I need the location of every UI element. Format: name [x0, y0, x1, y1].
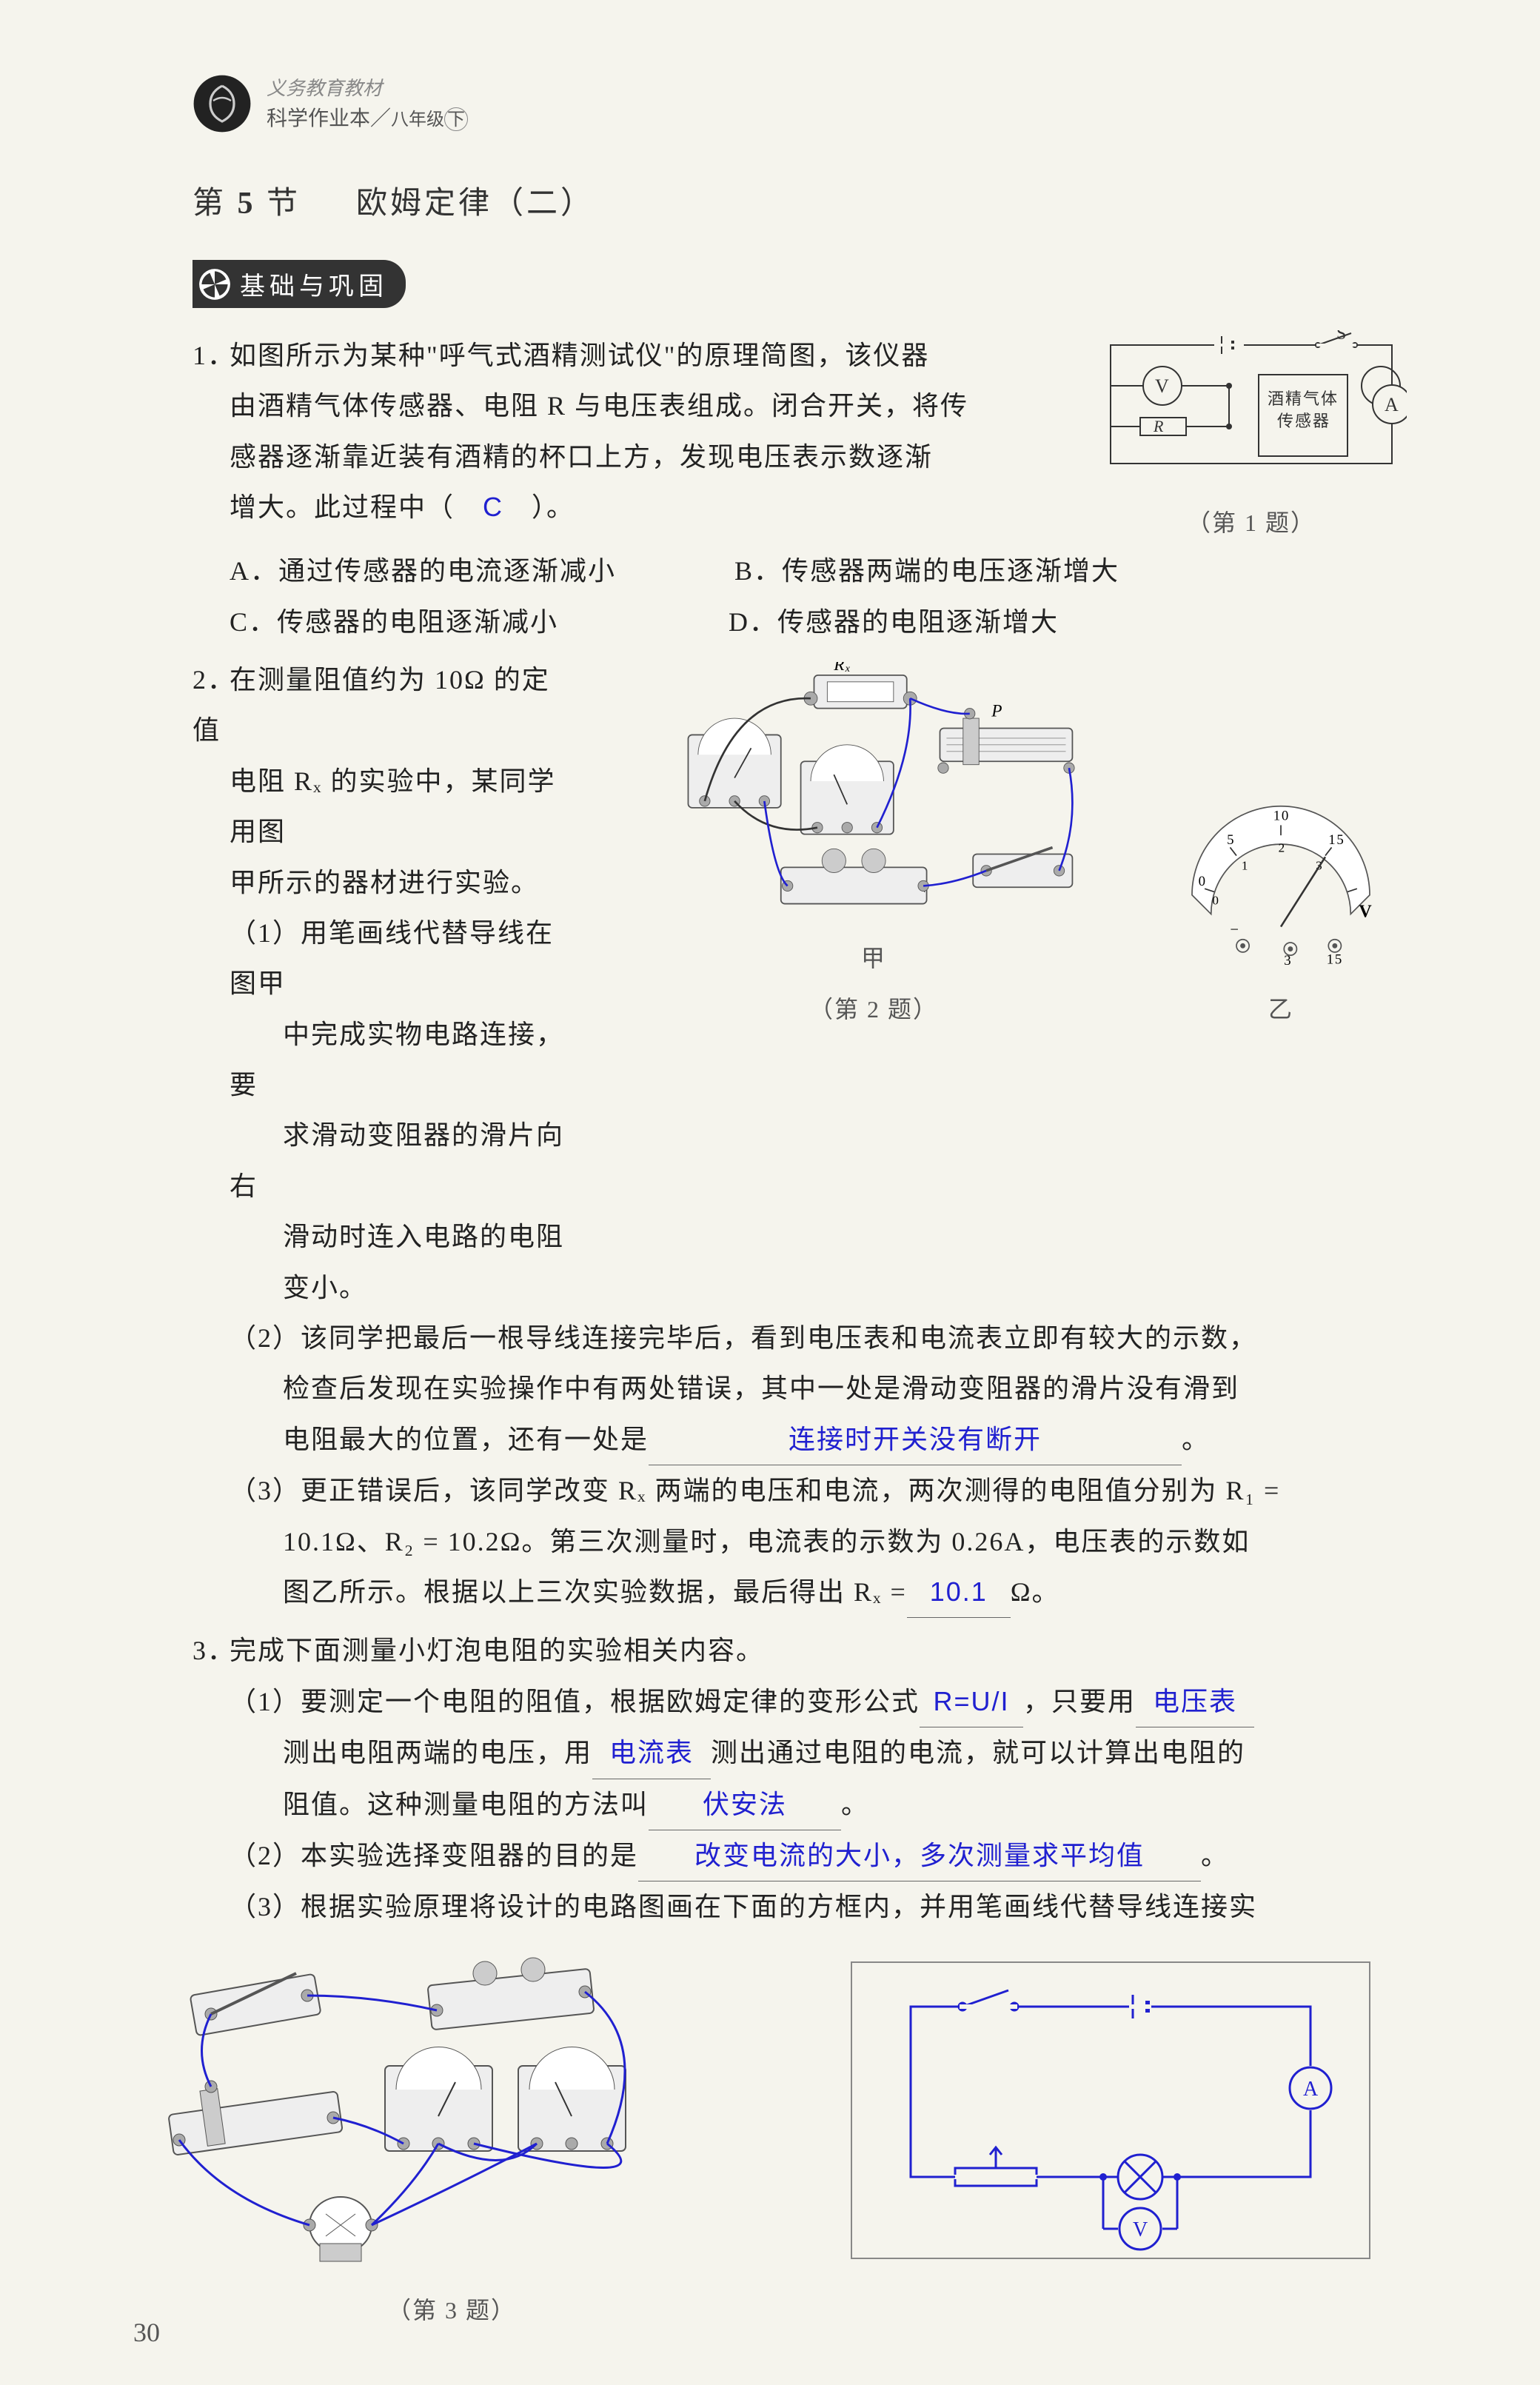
svg-text:0: 0 — [1212, 893, 1219, 907]
circuit-diagram-q1: S V R 酒精气体 传感器 — [1096, 330, 1407, 478]
q3-figures: （第 3 题） — [148, 1955, 1407, 2333]
q2-voltmeter-dial: 0 5 10 15 0 1 2 3 — [1155, 787, 1407, 965]
q2-p3-answer: 10.1 — [930, 1576, 988, 1607]
question-3: 3．完成下面测量小灯泡电阻的实验相关内容。 （1）要测定一个电阻的阻值，根据欧姆… — [192, 1625, 1407, 2333]
svg-text:A: A — [1385, 394, 1400, 415]
svg-text:15: 15 — [1327, 951, 1343, 965]
svg-text:3: 3 — [1284, 953, 1292, 965]
q1-option-c: C．传感器的电阻逐渐减小 — [230, 597, 558, 647]
badge-label: 基础与巩固 — [240, 266, 388, 302]
q1-option-b: B．传感器两端的电压逐渐增大 — [734, 546, 1119, 596]
q2-figures: Rₓ P — [600, 655, 1407, 1040]
svg-text:2: 2 — [1279, 840, 1286, 854]
q1-answer: C — [483, 492, 503, 522]
q3-number: 3． — [192, 1625, 230, 1676]
svg-text:V: V — [1155, 375, 1171, 397]
q3-ans1: R=U/I — [934, 1686, 1010, 1716]
section-title: 第 5 节 欧姆定律（二） — [192, 178, 1407, 223]
q1-figure: S V R 酒精气体 传感器 — [1096, 330, 1407, 546]
q1-option-d: D．传感器的电阻逐渐增大 — [729, 597, 1059, 647]
q3-apparatus-diagram — [148, 1955, 755, 2266]
svg-text:0: 0 — [1199, 874, 1207, 889]
q1-number: 1． — [192, 330, 230, 381]
q3-circuit-schematic: A — [844, 1955, 1377, 2266]
q2-number: 2． — [192, 655, 230, 705]
question-2: 2．在测量阻值约为 10Ω 的定值 电阻 Rₓ 的实验中，某同学用图 甲所示的器… — [192, 655, 1407, 1618]
svg-text:10: 10 — [1273, 808, 1290, 823]
page-header: 义务教育教材 科学作业本／八年级下 — [192, 74, 1407, 133]
svg-text:S: S — [1336, 330, 1348, 344]
header-text-block: 义务教育教材 科学作业本／八年级下 — [267, 76, 468, 132]
q3-ans2: 电压表 — [1153, 1686, 1237, 1716]
svg-text:V: V — [1133, 2218, 1149, 2241]
svg-text:P: P — [991, 701, 1003, 720]
page-number: 30 — [133, 2317, 160, 2348]
svg-text:−: − — [1230, 922, 1239, 938]
svg-text:传感器: 传感器 — [1277, 412, 1330, 430]
svg-text:Rₓ: Rₓ — [833, 662, 851, 675]
section-badge: 基础与巩固 — [192, 260, 406, 308]
svg-text:15: 15 — [1328, 832, 1345, 848]
pinwheel-icon — [198, 268, 231, 301]
book-title: 科学作业本／八年级下 — [267, 102, 468, 132]
q1-figure-caption: （第 1 题） — [1096, 501, 1407, 546]
svg-text:R: R — [1153, 417, 1165, 435]
q3-figure-caption: （第 3 题） — [148, 2288, 755, 2333]
q2-p2-answer: 连接时开关没有断开 — [789, 1424, 1042, 1454]
q3-ans3: 电流表 — [609, 1737, 694, 1767]
series-label: 义务教育教材 — [267, 76, 468, 102]
q1-option-a: A．通过传感器的电流逐渐减小 — [230, 546, 616, 596]
svg-text:5: 5 — [1227, 832, 1235, 848]
svg-text:1: 1 — [1242, 858, 1249, 872]
q3-ans4: 伏安法 — [703, 1789, 787, 1819]
svg-text:V: V — [1359, 902, 1373, 921]
svg-text:酒精气体: 酒精气体 — [1268, 389, 1339, 408]
logo-swirl-icon — [192, 74, 252, 133]
question-1: S V R 酒精气体 传感器 — [192, 330, 1407, 647]
q3-p2-answer: 改变电流的大小，多次测量求平均值 — [694, 1840, 1145, 1870]
q2-apparatus-diagram: Rₓ P — [637, 662, 1111, 914]
svg-text:A: A — [1303, 2078, 1319, 2101]
page-container: 义务教育教材 科学作业本／八年级下 第 5 节 欧姆定律（二） 基础与巩固 — [0, 0, 1540, 2385]
